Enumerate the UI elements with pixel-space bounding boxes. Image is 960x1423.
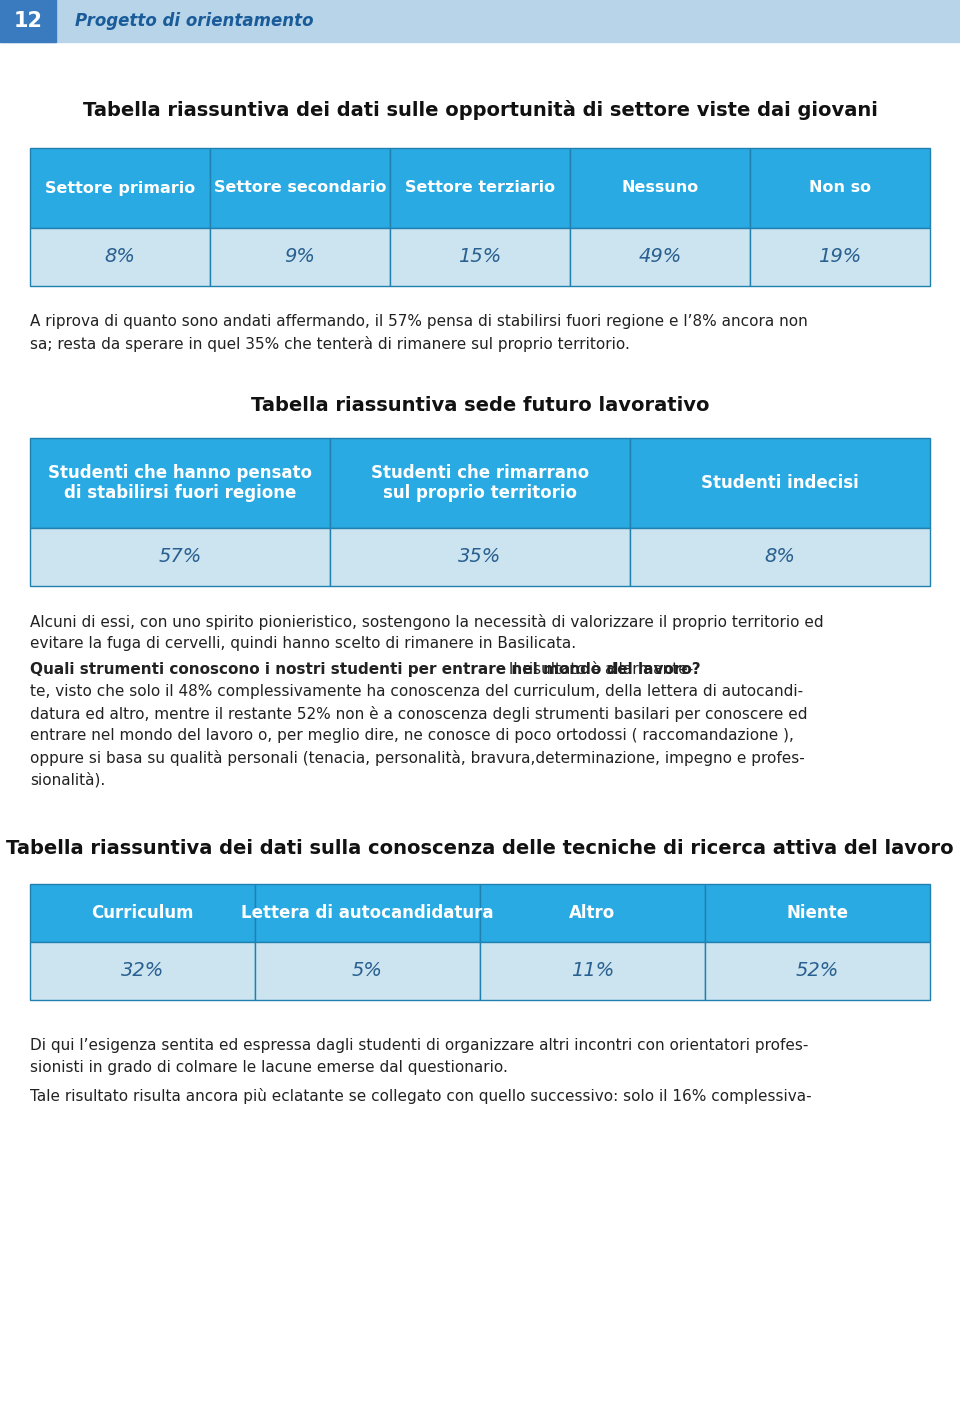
FancyBboxPatch shape <box>480 942 705 1000</box>
Text: sionalità).: sionalità). <box>30 773 106 787</box>
FancyBboxPatch shape <box>255 884 480 942</box>
Text: 15%: 15% <box>458 248 502 266</box>
Text: Studenti indecisi: Studenti indecisi <box>701 474 859 492</box>
Text: 57%: 57% <box>158 548 202 566</box>
FancyBboxPatch shape <box>330 438 630 528</box>
Text: Lettera di autocandidatura: Lettera di autocandidatura <box>241 904 493 922</box>
Text: Progetto di orientamento: Progetto di orientamento <box>75 11 314 30</box>
Text: Tabella riassuntiva sede futuro lavorativo: Tabella riassuntiva sede futuro lavorati… <box>251 396 709 416</box>
FancyBboxPatch shape <box>705 942 930 1000</box>
FancyBboxPatch shape <box>480 884 705 942</box>
Text: 8%: 8% <box>105 248 135 266</box>
Text: 19%: 19% <box>818 248 862 266</box>
FancyBboxPatch shape <box>330 528 630 586</box>
Text: 49%: 49% <box>638 248 682 266</box>
FancyBboxPatch shape <box>30 438 330 528</box>
Text: Studenti che rimarrano
sul proprio territorio: Studenti che rimarrano sul proprio terri… <box>371 464 589 502</box>
Text: entrare nel mondo del lavoro o, per meglio dire, ne conosce di poco ortodossi ( : entrare nel mondo del lavoro o, per megl… <box>30 729 794 743</box>
Text: oppure si basa su qualità personali (tenacia, personalità, bravura,determinazion: oppure si basa su qualità personali (ten… <box>30 750 804 766</box>
FancyBboxPatch shape <box>630 528 930 586</box>
Text: Settore primario: Settore primario <box>45 181 195 195</box>
FancyBboxPatch shape <box>750 228 930 286</box>
Text: 11%: 11% <box>571 962 614 980</box>
FancyBboxPatch shape <box>570 228 750 286</box>
Text: Tabella riassuntiva dei dati sulla conoscenza delle tecniche di ricerca attiva d: Tabella riassuntiva dei dati sulla conos… <box>6 840 954 858</box>
Text: Il risultato è allarmante-: Il risultato è allarmante- <box>504 662 693 677</box>
FancyBboxPatch shape <box>750 148 930 228</box>
Text: Settore secondario: Settore secondario <box>214 181 386 195</box>
Text: Settore terziario: Settore terziario <box>405 181 555 195</box>
Text: 52%: 52% <box>796 962 839 980</box>
Text: Nessuno: Nessuno <box>621 181 699 195</box>
Text: sa; resta da sperare in quel 35% che tenterà di rimanere sul proprio territorio.: sa; resta da sperare in quel 35% che ten… <box>30 336 630 351</box>
FancyBboxPatch shape <box>30 942 255 1000</box>
Text: 35%: 35% <box>458 548 502 566</box>
FancyBboxPatch shape <box>570 148 750 228</box>
FancyBboxPatch shape <box>255 942 480 1000</box>
FancyBboxPatch shape <box>30 228 210 286</box>
Text: 5%: 5% <box>352 962 383 980</box>
Text: evitare la fuga di cervelli, quindi hanno scelto di rimanere in Basilicata.: evitare la fuga di cervelli, quindi hann… <box>30 636 576 650</box>
Text: Tabella riassuntiva dei dati sulle opportunità di settore viste dai giovani: Tabella riassuntiva dei dati sulle oppor… <box>83 100 877 120</box>
Text: Di qui l’esigenza sentita ed espressa dagli studenti di organizzare altri incont: Di qui l’esigenza sentita ed espressa da… <box>30 1037 808 1053</box>
Text: Non so: Non so <box>809 181 871 195</box>
Text: 8%: 8% <box>764 548 796 566</box>
Text: Quali strumenti conoscono i nostri studenti per entrare nel mondo del lavoro?: Quali strumenti conoscono i nostri stude… <box>30 662 701 677</box>
FancyBboxPatch shape <box>390 228 570 286</box>
FancyBboxPatch shape <box>0 0 960 43</box>
Text: Studenti che hanno pensato
di stabilirsi fuori regione: Studenti che hanno pensato di stabilirsi… <box>48 464 312 502</box>
FancyBboxPatch shape <box>630 438 930 528</box>
FancyBboxPatch shape <box>30 148 210 228</box>
FancyBboxPatch shape <box>210 228 390 286</box>
Text: Alcuni di essi, con uno spirito pionieristico, sostengono la necessità di valori: Alcuni di essi, con uno spirito pionieri… <box>30 613 824 630</box>
Text: 12: 12 <box>13 11 42 31</box>
Text: A riprova di quanto sono andati affermando, il 57% pensa di stabilirsi fuori reg: A riprova di quanto sono andati afferman… <box>30 314 807 329</box>
Text: Niente: Niente <box>786 904 849 922</box>
Text: te, visto che solo il 48% complessivamente ha conoscenza del curriculum, della l: te, visto che solo il 48% complessivamen… <box>30 684 804 699</box>
FancyBboxPatch shape <box>210 148 390 228</box>
Text: Altro: Altro <box>569 904 615 922</box>
FancyBboxPatch shape <box>705 884 930 942</box>
Text: 32%: 32% <box>121 962 164 980</box>
Text: datura ed altro, mentre il restante 52% non è a conoscenza degli strumenti basil: datura ed altro, mentre il restante 52% … <box>30 706 807 721</box>
FancyBboxPatch shape <box>0 0 56 43</box>
Text: sionisti in grado di colmare le lacune emerse dal questionario.: sionisti in grado di colmare le lacune e… <box>30 1060 508 1074</box>
FancyBboxPatch shape <box>30 528 330 586</box>
Text: Curriculum: Curriculum <box>91 904 194 922</box>
Text: 9%: 9% <box>284 248 316 266</box>
Text: Tale risultato risulta ancora più eclatante se collegato con quello successivo: : Tale risultato risulta ancora più eclata… <box>30 1089 811 1104</box>
FancyBboxPatch shape <box>390 148 570 228</box>
FancyBboxPatch shape <box>30 884 255 942</box>
